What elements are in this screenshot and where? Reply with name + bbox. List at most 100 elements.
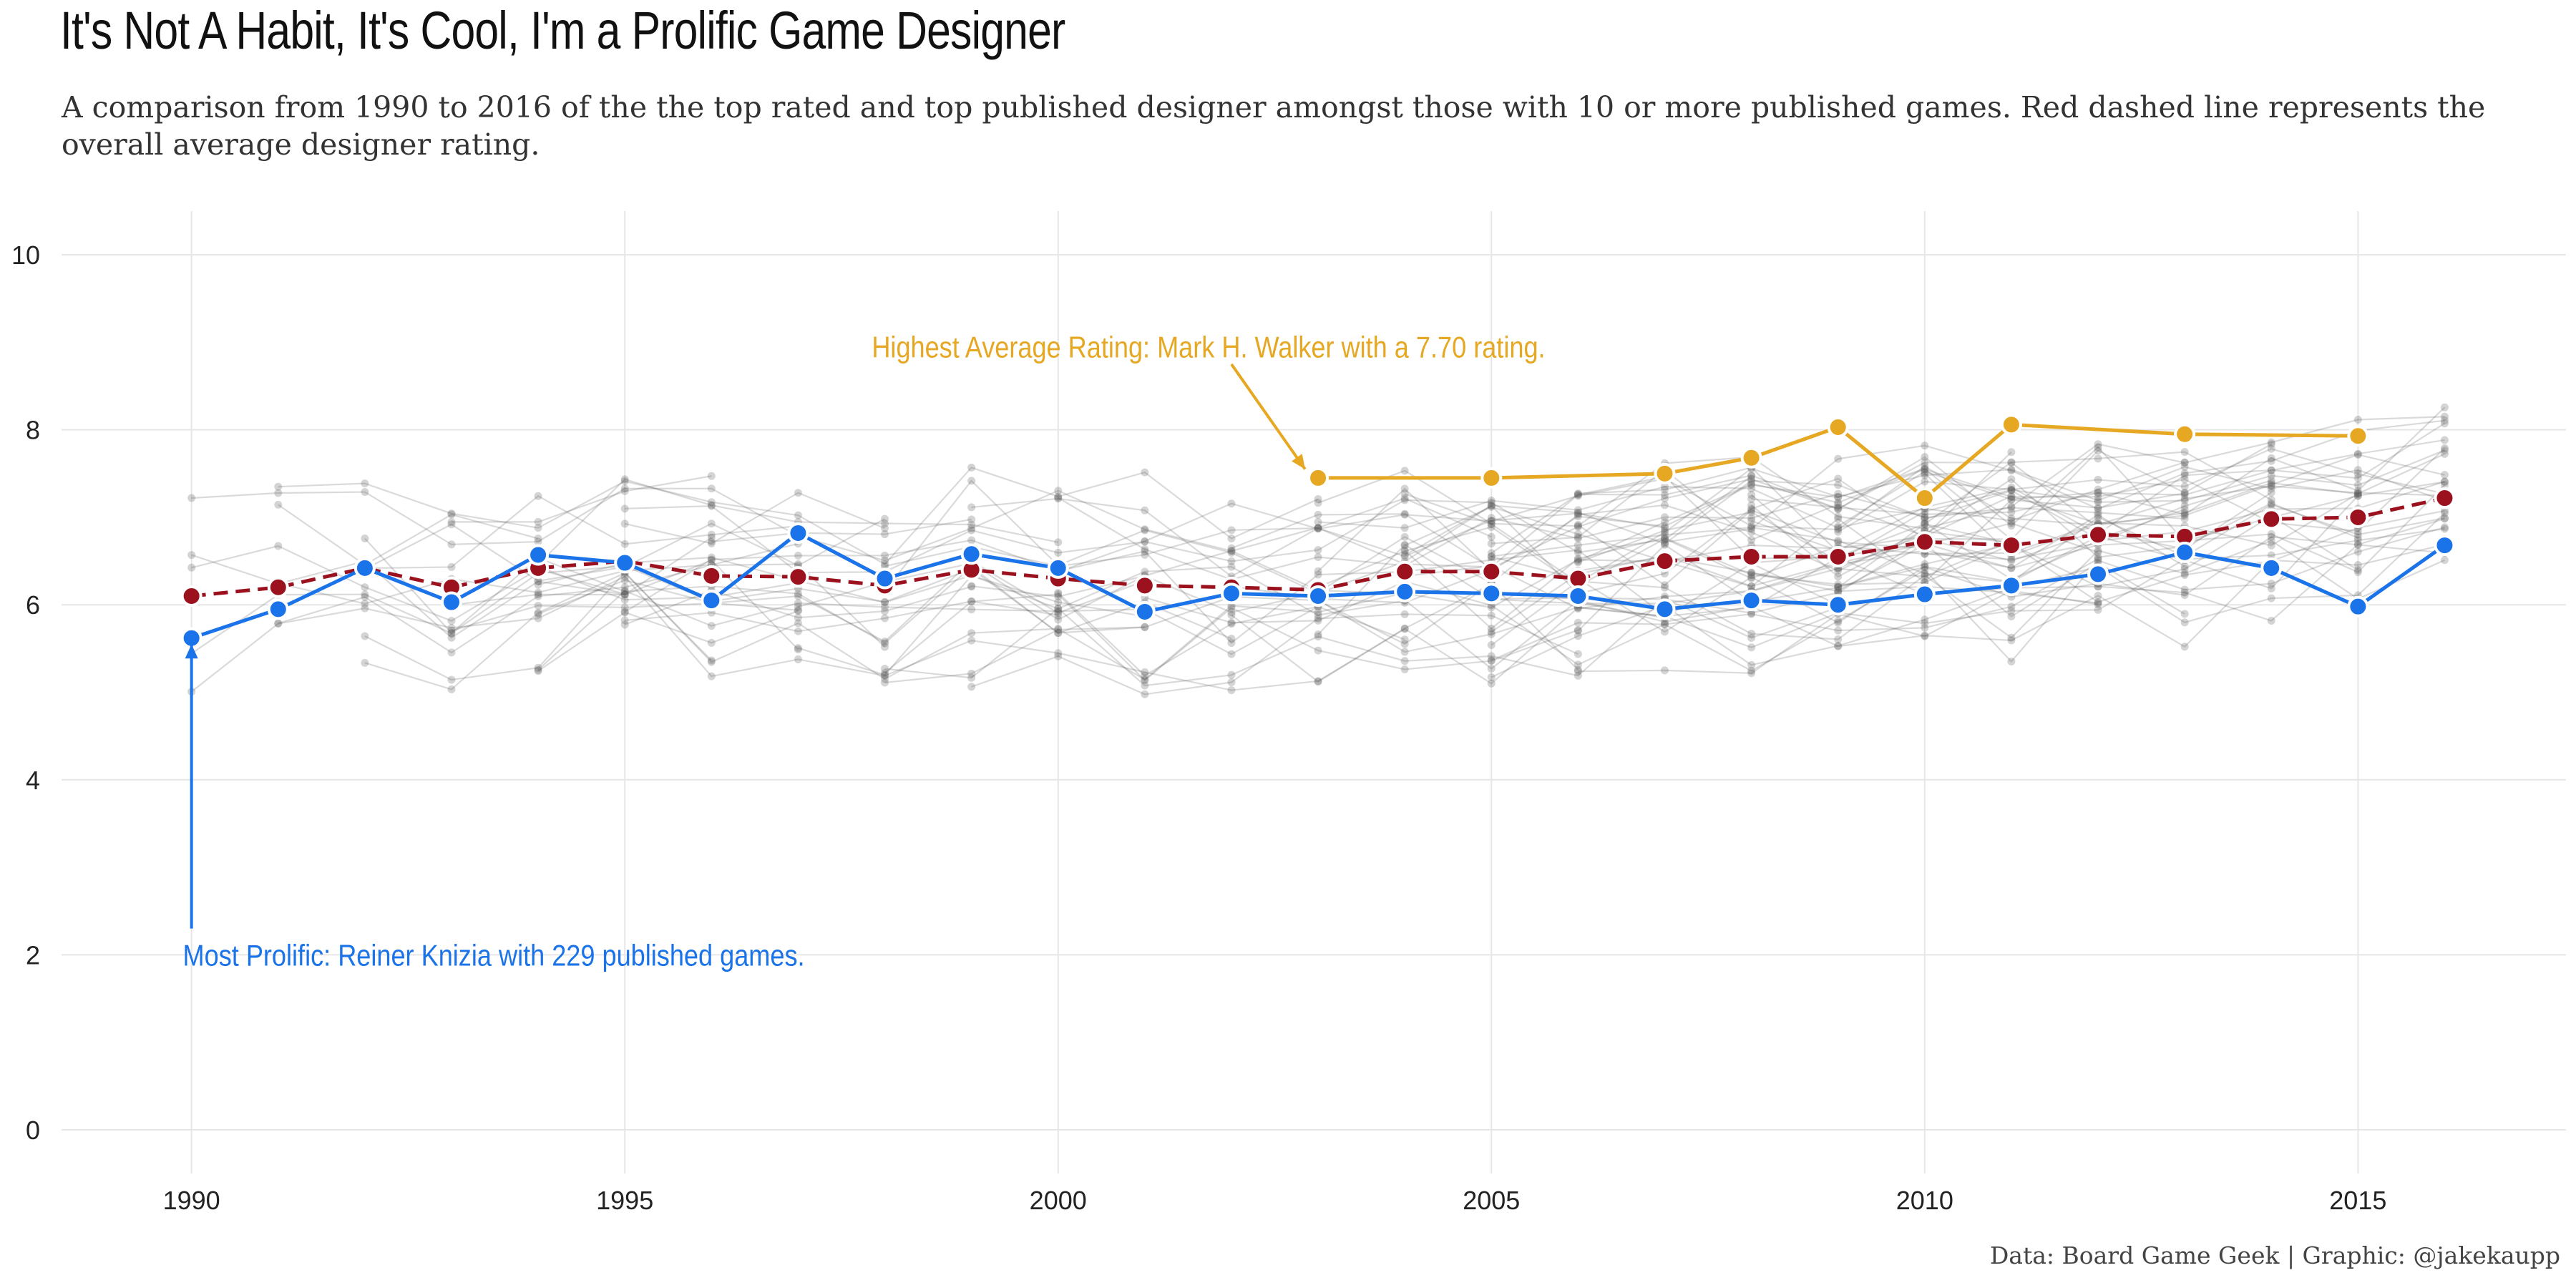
background-designer-point [967, 597, 976, 605]
background-designer-point [1834, 536, 1843, 545]
background-designer-point [2007, 458, 2016, 467]
background-designer-line [971, 504, 1926, 613]
average-series-point [1480, 560, 1503, 582]
background-designer-line [625, 475, 1752, 574]
background-designer-point [707, 672, 716, 680]
background-designer-point [1834, 580, 1843, 589]
background-designer-point [1834, 626, 1843, 635]
background-designer-point [1054, 615, 1063, 624]
background-designer-point [1747, 523, 1756, 532]
background-designer-point [1921, 519, 1929, 528]
background-designer-point [2007, 492, 2016, 500]
background-designer-point [1747, 471, 1756, 479]
background-designer-point [1400, 665, 1409, 673]
background-designer-point [2353, 534, 2362, 542]
background-designer-point [1054, 625, 1063, 633]
background-designer-line [1231, 569, 1492, 604]
background-designer-point [534, 492, 542, 500]
background-designer-point [1141, 671, 1149, 680]
background-designer-point [1141, 547, 1149, 555]
x-tick-label: 1995 [596, 1186, 653, 1215]
y-tick-label: 0 [26, 1116, 40, 1145]
background-designer-point [1314, 518, 1322, 527]
x-tick-label: 2005 [1463, 1186, 1520, 1215]
background-designer-point [2440, 446, 2449, 454]
background-designer-line [1058, 493, 1926, 580]
background-designer-point [620, 616, 629, 625]
background-designer-point [2440, 419, 2449, 428]
background-designer-point [534, 665, 542, 674]
background-designer-line [884, 597, 1839, 687]
background-designer-line [278, 504, 539, 566]
background-designer-line [1491, 503, 2445, 584]
background-designer-point [707, 537, 716, 546]
background-designer-line [1317, 512, 2446, 653]
background-designer-point [1227, 548, 1236, 557]
background-designer-point [1574, 522, 1582, 531]
background-designer-point [2180, 509, 2189, 517]
background-designer-point [620, 540, 629, 548]
background-designer-point [534, 517, 542, 526]
background-designer-point [1227, 620, 1236, 628]
prolific-series-point [1220, 582, 1242, 605]
background-designer-point [2353, 466, 2362, 474]
background-designer-point [707, 530, 716, 539]
background-designer-point [447, 675, 456, 684]
background-designer-point [1487, 628, 1496, 636]
background-designer-point [187, 563, 196, 572]
background-designer-point [881, 671, 889, 680]
background-designer-point [1660, 522, 1669, 530]
background-designer-point [1834, 505, 1843, 514]
background-designer-point [1747, 582, 1756, 591]
background-designer-point [1747, 666, 1756, 675]
background-designer-point [361, 658, 369, 667]
background-designer-point [1227, 544, 1236, 552]
background-designer-point [620, 620, 629, 629]
background-designer-point [1054, 588, 1063, 597]
background-designer-point [1487, 679, 1496, 688]
background-designer-point [1487, 552, 1496, 561]
background-designer-point [274, 482, 283, 491]
background-designer-point [2180, 475, 2189, 484]
background-designer-point [1400, 546, 1409, 555]
background-designer-point [1314, 616, 1322, 625]
background-designer-line [1491, 540, 2445, 646]
background-designer-point [1834, 512, 1843, 521]
background-designer-point [620, 590, 629, 599]
background-designer-point [1400, 552, 1409, 560]
highlighted-series [180, 414, 2456, 649]
background-designer-line [1577, 447, 2446, 562]
background-designer-point [447, 648, 456, 657]
background-designer-point [1487, 640, 1496, 649]
background-designer-point [794, 590, 802, 598]
background-designer-point [1141, 537, 1149, 546]
background-designer-point [2180, 448, 2189, 457]
background-designer-point [1487, 501, 1496, 509]
background-designer-point [534, 614, 542, 623]
background-designer-point [1487, 498, 1496, 507]
background-designer-point [2353, 474, 2362, 482]
background-designer-point [1574, 533, 1582, 542]
background-designer-point [1314, 611, 1322, 620]
background-designer-point [1141, 623, 1149, 631]
prolific-series-point [527, 544, 550, 566]
background-designer-point [1747, 475, 1756, 484]
background-designer-point [1834, 527, 1843, 536]
background-designer-point [1921, 467, 1929, 476]
background-designer-point [2007, 459, 2016, 467]
background-designer-point [1574, 506, 1582, 514]
background-designer-point [1834, 504, 1843, 513]
background-designer-line [278, 542, 799, 605]
background-designer-point [1834, 514, 1843, 523]
background-designer-point [794, 511, 802, 519]
background-designer-point [1400, 635, 1409, 644]
background-designer-point [2007, 602, 2016, 611]
background-designer-point [2180, 505, 2189, 514]
background-designer-point [1227, 499, 1236, 508]
background-designer-point [2007, 555, 2016, 564]
background-designer-point [1400, 648, 1409, 656]
background-designer-point [1660, 541, 1669, 550]
background-designer-point [1921, 510, 1929, 519]
background-designer-line [884, 479, 2185, 595]
background-designer-point [2440, 481, 2449, 489]
